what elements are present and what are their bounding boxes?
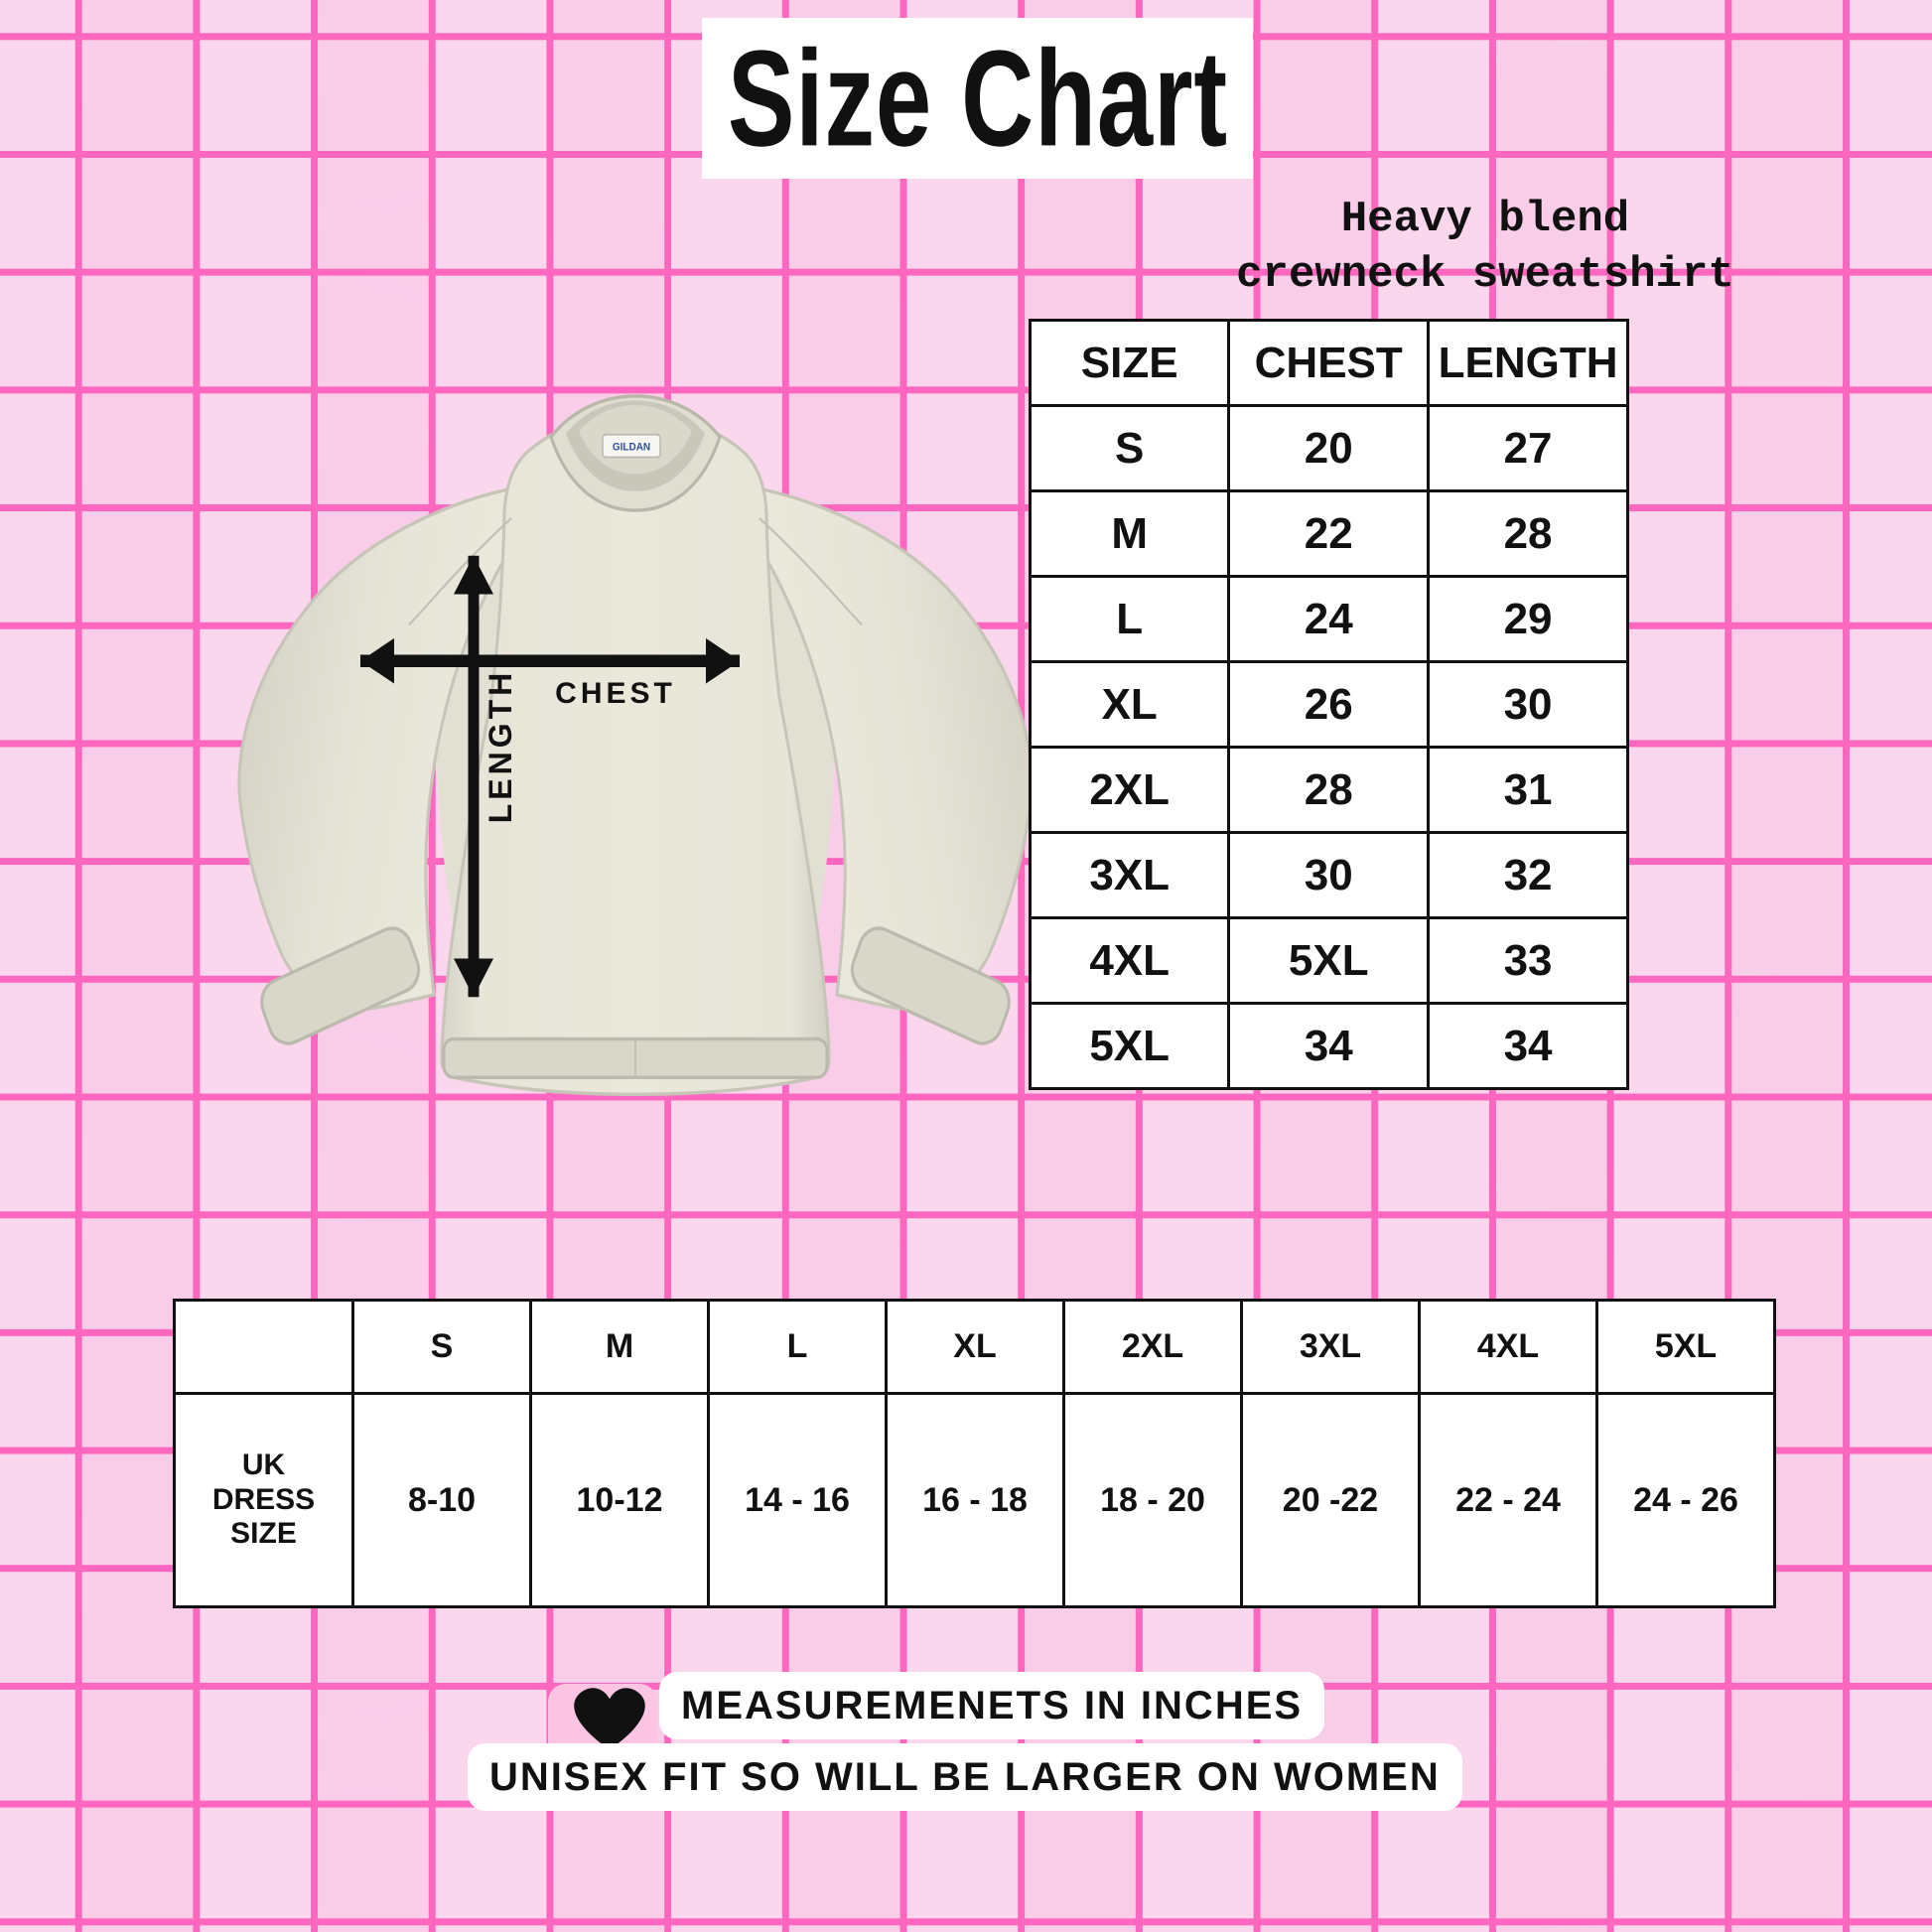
- svg-text:CHEST: CHEST: [555, 677, 676, 710]
- svg-text:LENGTH: LENGTH: [483, 669, 518, 824]
- svg-text:GILDAN: GILDAN: [613, 441, 651, 454]
